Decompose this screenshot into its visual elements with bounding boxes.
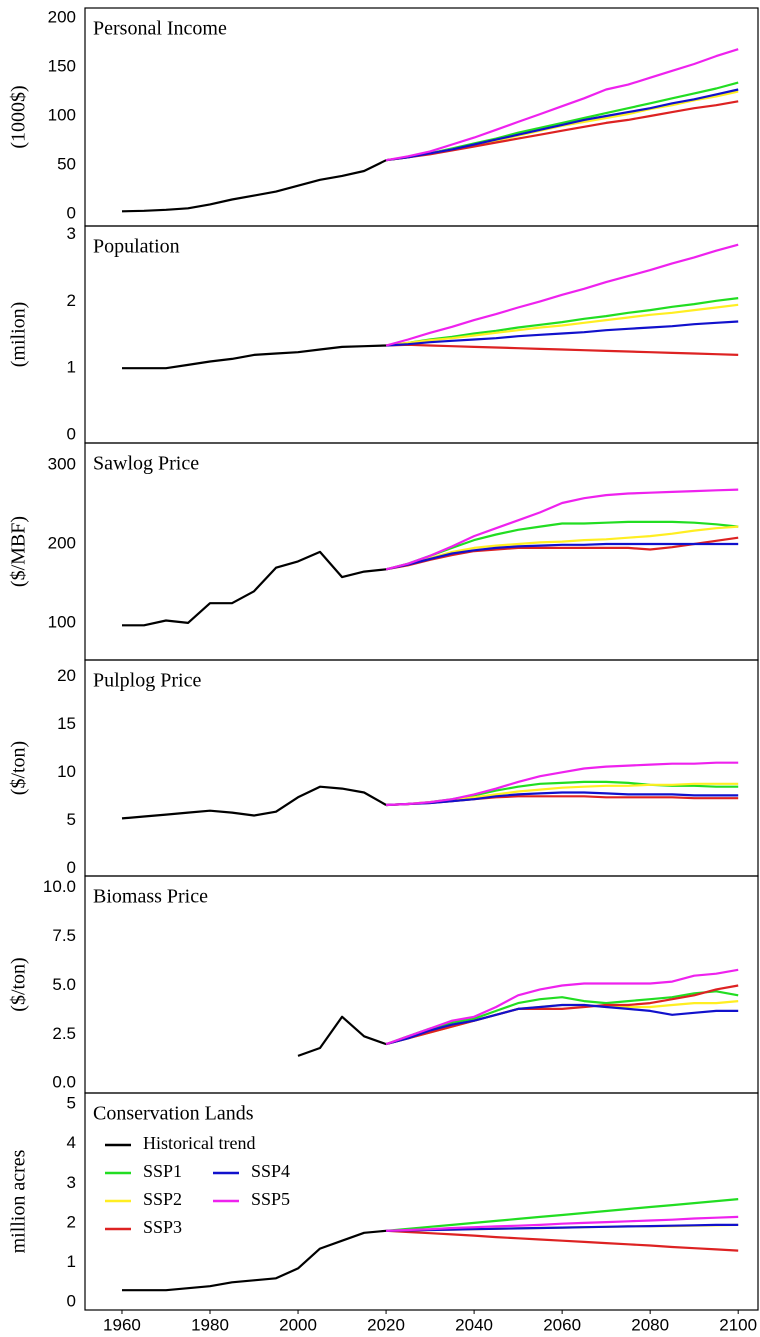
series-line (385, 88, 739, 162)
y-tick-label: 0.0 (52, 1073, 76, 1092)
panel-frame (84, 875, 759, 1094)
y-tick-label: 2 (67, 291, 76, 310)
y-axis-label: million acres (8, 1149, 30, 1253)
y-tick-label: 100 (48, 612, 76, 631)
panel-frame (84, 7, 759, 227)
y-tick-label: 3 (67, 224, 76, 243)
y-axis-label: ($/ton) (8, 957, 30, 1011)
series-line (385, 303, 739, 347)
legend-label: SSP4 (251, 1161, 290, 1181)
y-tick-label: 15 (57, 714, 76, 733)
y-tick-label: 10.0 (43, 877, 76, 896)
series-line (385, 525, 739, 571)
legend-label: Historical trend (143, 1133, 255, 1153)
y-axis-label: ($/MBF) (8, 516, 30, 587)
y-tick-label: 4 (67, 1133, 76, 1152)
x-tick-label: 2020 (367, 1315, 405, 1334)
series-line (385, 984, 739, 1046)
panel-title: Sawlog Price (93, 453, 199, 475)
series-line (386, 320, 739, 347)
series-line (386, 1215, 739, 1232)
series-line (122, 550, 387, 627)
y-tick-label: 200 (48, 533, 76, 552)
y-tick-label: 2 (67, 1212, 76, 1231)
series-line (385, 488, 739, 571)
y-tick-label: 5.0 (52, 975, 76, 994)
series-line (385, 542, 739, 571)
y-tick-label: 200 (48, 7, 76, 26)
series-line (386, 343, 739, 356)
y-tick-label: 20 (57, 666, 76, 685)
y-tick-label: 10 (57, 762, 76, 781)
x-tick-label: 2060 (543, 1315, 581, 1334)
panel-title: Conservation Lands (93, 1103, 254, 1125)
y-tick-label: 5 (67, 810, 76, 829)
panel-frame (84, 1092, 759, 1311)
y-tick-label: 1 (67, 1252, 76, 1271)
x-tick-label: 2080 (631, 1315, 669, 1334)
series-line (121, 159, 387, 213)
x-tick-label: 2100 (719, 1315, 757, 1334)
y-tick-label: 3 (67, 1173, 76, 1192)
panel-frame (84, 659, 759, 877)
y-tick-label: 0 (67, 204, 76, 223)
x-tick-label: 2000 (279, 1315, 317, 1334)
series-line (297, 1015, 387, 1057)
y-axis-label: (milion) (8, 302, 30, 368)
series-line (122, 1229, 387, 1292)
panel-title: Biomass Price (93, 886, 208, 908)
legend-label: SSP5 (251, 1189, 290, 1209)
legend-label: SSP1 (143, 1161, 182, 1181)
series-line (386, 761, 739, 807)
panel-title: Pulplog Price (93, 670, 201, 692)
y-axis-label: (1000$) (8, 85, 30, 148)
series-line (385, 1003, 739, 1046)
y-tick-label: 5 (67, 1094, 76, 1113)
panel-title: Population (93, 236, 180, 258)
series-line (386, 1198, 739, 1232)
x-tick-label: 1960 (103, 1315, 141, 1334)
series-line (385, 48, 739, 162)
y-tick-label: 2.5 (52, 1024, 76, 1043)
y-tick-label: 0 (67, 1292, 76, 1311)
series-line (386, 1223, 739, 1232)
x-tick-label: 1980 (191, 1315, 229, 1334)
x-tick-label: 2040 (455, 1315, 493, 1334)
series-line (122, 344, 387, 370)
panel-frame (84, 442, 759, 661)
y-tick-label: 100 (48, 106, 76, 125)
y-tick-label: 1 (67, 358, 76, 377)
series-line (385, 990, 739, 1046)
series-line (386, 1229, 739, 1252)
legend-label: SSP3 (143, 1217, 182, 1237)
y-tick-label: 150 (48, 56, 76, 75)
series-line (121, 785, 387, 820)
y-tick-label: 50 (57, 155, 76, 174)
y-tick-label: 0 (67, 424, 76, 443)
series-line (386, 791, 739, 807)
series-line (385, 1000, 739, 1046)
y-axis-label: ($/ton) (8, 741, 30, 795)
series-line (385, 243, 739, 347)
series-line (385, 297, 739, 347)
panel-title: Personal Income (93, 18, 227, 40)
series-line (385, 968, 739, 1046)
legend-label: SSP2 (143, 1189, 182, 1209)
y-tick-label: 7.5 (52, 926, 76, 945)
series-line (385, 536, 739, 571)
y-tick-label: 300 (48, 455, 76, 474)
y-tick-label: 0 (67, 858, 76, 877)
